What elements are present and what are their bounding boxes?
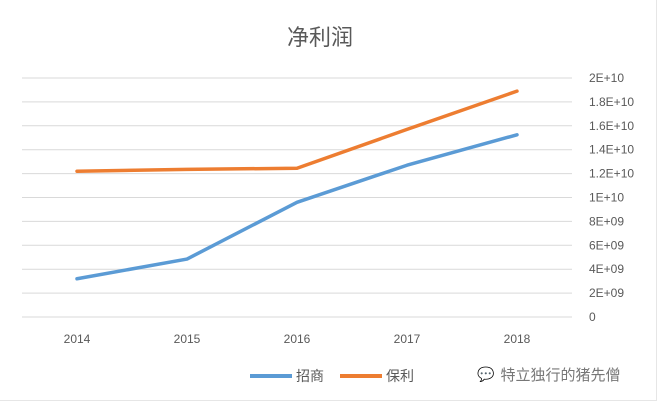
legend-label: 保利 [386, 369, 414, 385]
legend-item-baoli: 保利 [340, 366, 414, 386]
y-tick-label: 1.8E+10 [589, 95, 634, 109]
watermark-text: 特立独行的猪先僧 [500, 366, 621, 384]
y-tick-label: 6E+09 [589, 238, 624, 252]
watermark: 💬 特立独行的猪先僧 [477, 364, 620, 385]
y-tick-label: 4E+09 [589, 262, 624, 276]
x-tick-label: 2015 [174, 332, 201, 346]
wechat-icon: 💬 [477, 366, 495, 383]
x-tick-label: 2018 [504, 332, 531, 346]
legend-swatch [340, 374, 382, 378]
x-tick-label: 2017 [394, 332, 421, 346]
x-tick-label: 2014 [64, 332, 91, 346]
y-tick-label: 1.4E+10 [589, 143, 634, 157]
y-tick-label: 2E+09 [589, 286, 624, 300]
series-line-1 [75, 133, 519, 281]
y-tick-label: 0 [589, 310, 596, 324]
legend-swatch [250, 374, 292, 378]
y-tick-label: 1.2E+10 [589, 167, 634, 181]
legend-item-zhaoshang: 招商 [250, 366, 324, 386]
legend: 招商 保利 [250, 366, 430, 386]
series-line-2 [75, 89, 519, 173]
legend-label: 招商 [296, 369, 324, 385]
y-tick-label: 1E+10 [589, 191, 624, 205]
y-tick-label: 1.6E+10 [589, 119, 634, 133]
y-tick-label: 8E+09 [589, 214, 624, 228]
y-tick-label: 2E+10 [589, 71, 624, 85]
x-tick-label: 2016 [284, 332, 311, 346]
chart-title: 净利润 [286, 26, 353, 51]
